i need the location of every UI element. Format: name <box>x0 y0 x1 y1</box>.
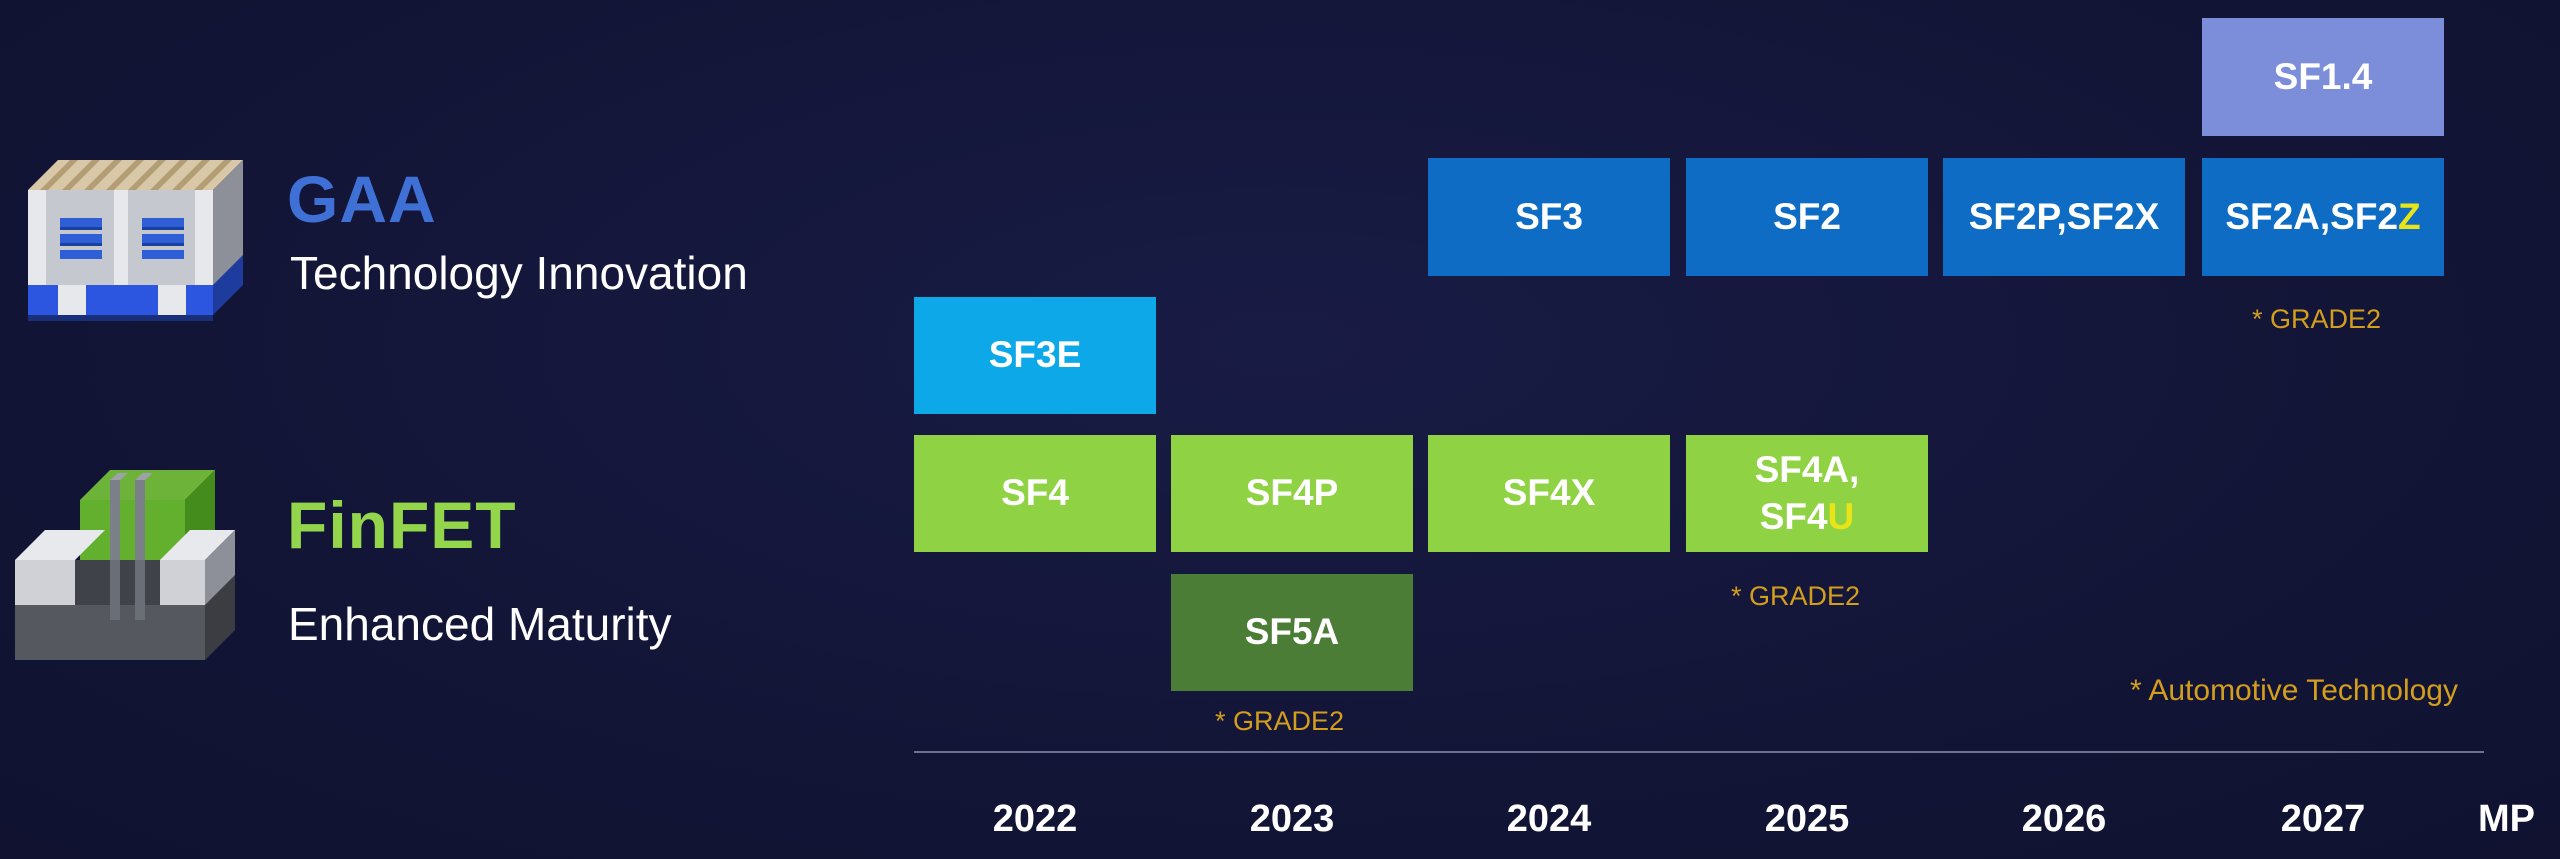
year-label-2026: 2026 <box>2021 798 2107 840</box>
timeline-axis <box>914 751 2484 753</box>
node-label: SF2P,SF2X <box>1968 195 2160 237</box>
finfet-title: FinFET <box>287 488 517 562</box>
gaa-transistor-icon <box>28 160 243 321</box>
node-label-line2: SF4U <box>1755 494 1860 540</box>
node-sf1-4: SF1.4 <box>2202 18 2444 136</box>
node-sf3: SF3 <box>1428 158 1670 276</box>
node-sf4a-sf4u: SF4A, SF4U <box>1686 435 1928 552</box>
year-label-2023: 2023 <box>1249 798 1335 840</box>
node-sf4: SF4 <box>914 435 1156 552</box>
node-label-highlight: U <box>1827 495 1855 537</box>
grade2-note-sf2a: * GRADE2 <box>2252 304 2382 334</box>
finfet-transistor-icon <box>15 470 235 660</box>
node-label-main: SF4 <box>1759 495 1828 537</box>
node-label-line1: SF4A, <box>1754 449 1860 491</box>
node-label-main: SF2A,SF2 <box>2225 195 2399 237</box>
finfet-subtitle: Enhanced Maturity <box>288 598 672 650</box>
gaa-title: GAA <box>287 162 437 236</box>
year-label-2024: 2024 <box>1506 798 1592 840</box>
node-label: SF2 <box>1773 195 1841 237</box>
mp-label: MP <box>2478 798 2535 840</box>
automotive-note: * Automotive Technology <box>2130 674 2458 707</box>
node-sf4p: SF4P <box>1171 435 1413 552</box>
node-label: SF5A <box>1244 611 1340 653</box>
node-label: SF4 <box>1001 472 1069 514</box>
node-sf2p-sf2x: SF2P,SF2X <box>1943 158 2185 276</box>
node-sf2a-sf2z: SF2A,SF2Z <box>2202 158 2444 276</box>
node-label: SF3E <box>988 334 1082 376</box>
year-label-2025: 2025 <box>1764 798 1850 840</box>
year-label-2027: 2027 <box>2280 798 2366 840</box>
gaa-subtitle: Technology Innovation <box>290 247 748 299</box>
node-label: SF2A,SF2Z <box>2225 194 2420 240</box>
year-label-2022: 2022 <box>992 798 1078 840</box>
node-sf4x: SF4X <box>1428 435 1670 552</box>
node-sf5a: SF5A <box>1171 574 1413 691</box>
grade2-note-sf4a: * GRADE2 <box>1731 581 1861 611</box>
grade2-note-sf5a: * GRADE2 <box>1215 706 1345 736</box>
node-label-highlight: Z <box>2398 195 2421 237</box>
node-sf3e: SF3E <box>914 297 1156 414</box>
node-label: SF4P <box>1245 472 1339 514</box>
node-label: SF4X <box>1502 472 1596 514</box>
node-sf2: SF2 <box>1686 158 1928 276</box>
node-label: SF1.4 <box>2273 55 2373 97</box>
node-label: SF3 <box>1515 195 1583 237</box>
